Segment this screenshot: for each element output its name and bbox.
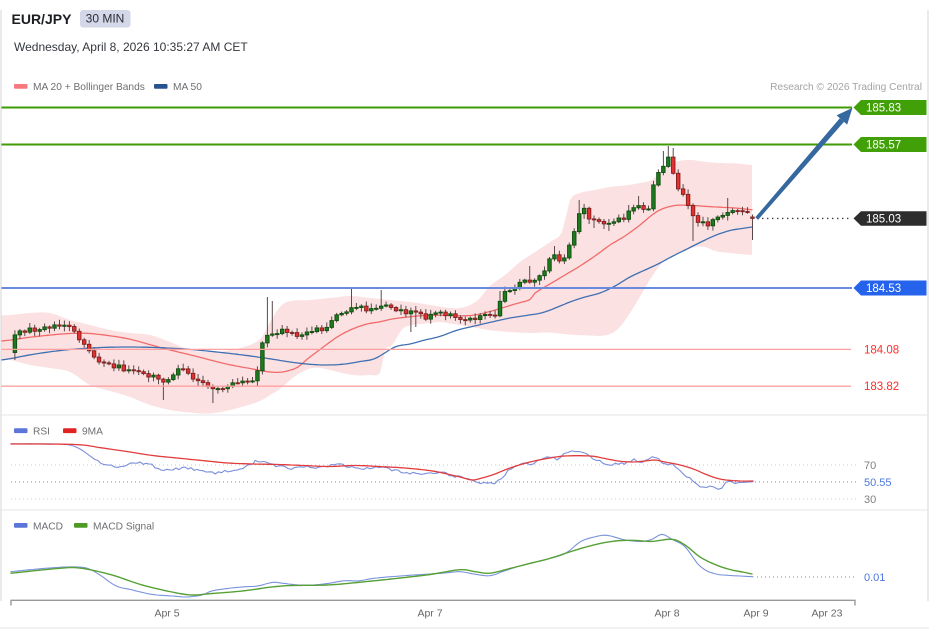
svg-text:Apr 9: Apr 9 bbox=[743, 608, 768, 620]
svg-text:9MA: 9MA bbox=[82, 427, 103, 438]
svg-text:Research © 2026 Trading Centra: Research © 2026 Trading Central bbox=[770, 82, 922, 93]
svg-text:MACD Signal: MACD Signal bbox=[93, 522, 154, 533]
svg-text:MACD: MACD bbox=[33, 522, 63, 533]
svg-text:Apr 7: Apr 7 bbox=[417, 608, 442, 620]
svg-text:Wednesday, April 8, 2026 10:35: Wednesday, April 8, 2026 10:35:27 AM CET bbox=[14, 40, 248, 54]
svg-text:185.57: 185.57 bbox=[866, 140, 901, 152]
svg-text:183.82: 183.82 bbox=[864, 381, 899, 393]
svg-text:0.01: 0.01 bbox=[864, 572, 885, 584]
svg-text:Apr 23: Apr 23 bbox=[812, 608, 843, 620]
svg-text:185.83: 185.83 bbox=[866, 103, 901, 115]
svg-text:30: 30 bbox=[864, 494, 876, 506]
svg-text:30 MIN: 30 MIN bbox=[86, 12, 125, 26]
svg-text:MA 50: MA 50 bbox=[173, 82, 202, 93]
svg-text:50.55: 50.55 bbox=[864, 477, 892, 489]
svg-text:185.03: 185.03 bbox=[866, 213, 901, 225]
svg-text:RSI: RSI bbox=[33, 427, 50, 438]
svg-text:70: 70 bbox=[864, 460, 876, 472]
svg-text:Apr 8: Apr 8 bbox=[654, 608, 679, 620]
svg-text:184.08: 184.08 bbox=[864, 344, 899, 356]
svg-text:EUR/JPY: EUR/JPY bbox=[12, 11, 73, 27]
svg-text:MA 20 + Bollinger Bands: MA 20 + Bollinger Bands bbox=[33, 82, 145, 93]
svg-text:Apr 5: Apr 5 bbox=[154, 608, 179, 620]
svg-text:184.53: 184.53 bbox=[866, 283, 901, 295]
